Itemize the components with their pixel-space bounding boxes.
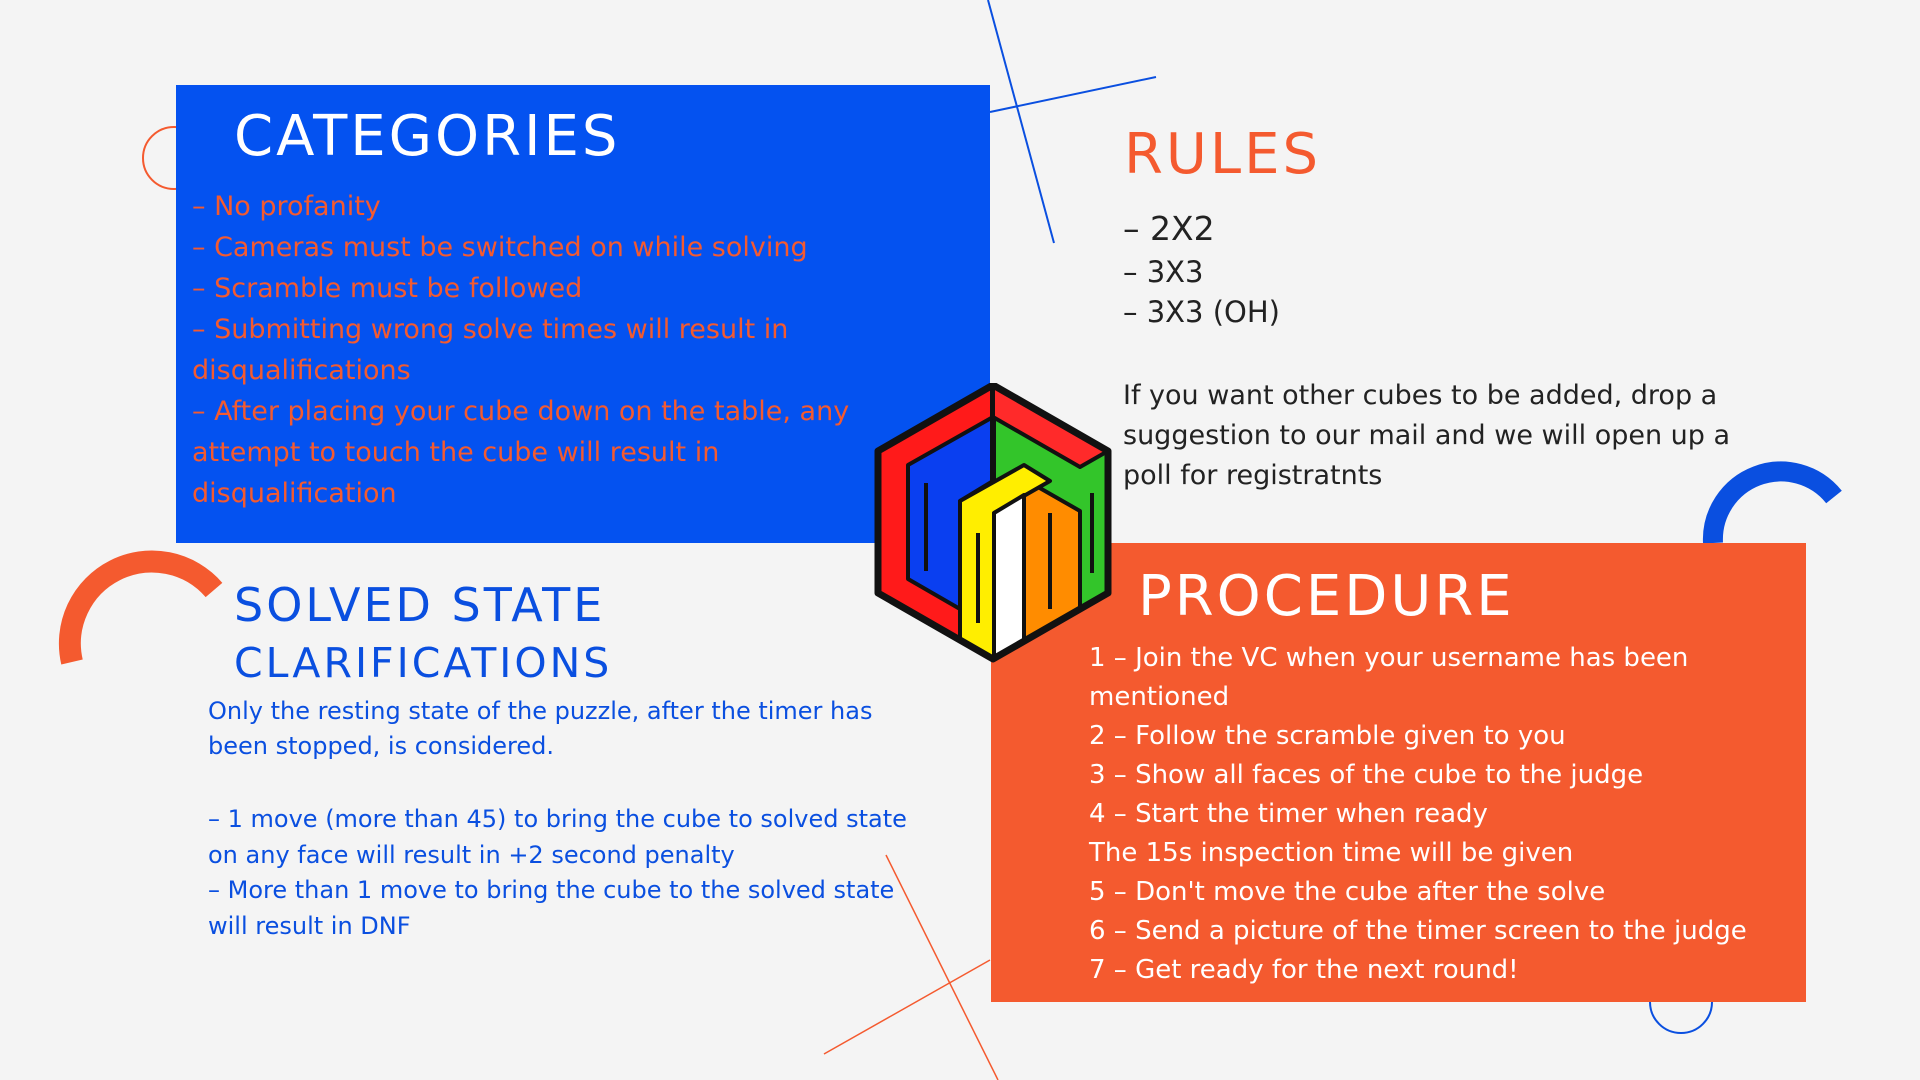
rules-note: If you want other cubes to be added, dro… bbox=[1123, 380, 1731, 491]
procedure-list: 1 – Join the VC when your username has b… bbox=[1089, 639, 1789, 990]
list-item: – 1 move (more than 45) to bring the cub… bbox=[208, 805, 907, 869]
decor-arc-orange bbox=[58, 550, 223, 665]
list-item: – Submitting wrong solve times will resu… bbox=[192, 314, 789, 386]
categories-list: – No profanity – Cameras must be switche… bbox=[192, 186, 912, 514]
decor-line-blue-2 bbox=[989, 76, 1157, 113]
list-item: – No profanity bbox=[192, 191, 381, 222]
procedure-heading: PROCEDURE bbox=[1138, 564, 1515, 629]
rules-heading: RULES bbox=[1124, 122, 1322, 187]
decor-line-orange-2 bbox=[823, 959, 991, 1055]
list-item: – 3X3 (OH) bbox=[1123, 295, 1280, 329]
procedure-panel bbox=[991, 543, 1806, 1002]
solved-list: – 1 move (more than 45) to bring the cub… bbox=[208, 802, 928, 944]
decor-line-orange-1 bbox=[885, 854, 999, 1080]
list-item: – 3X3 bbox=[1123, 255, 1204, 289]
decor-arc-blue bbox=[1702, 461, 1842, 544]
list-item: – 2X2 bbox=[1123, 209, 1215, 248]
list-item: 2 – Follow the scramble given to you bbox=[1089, 721, 1566, 751]
list-item: 5 – Don't move the cube after the solve bbox=[1089, 877, 1606, 907]
solved-heading-line1: SOLVED STATE bbox=[234, 578, 606, 632]
list-item: – Cameras must be switched on while solv… bbox=[192, 232, 808, 263]
cube-logo-icon bbox=[874, 383, 1112, 663]
list-item: – More than 1 move to bring the cube to … bbox=[208, 876, 895, 940]
list-item: – Scramble must be followed bbox=[192, 273, 583, 304]
list-item: 1 – Join the VC when your username has b… bbox=[1089, 643, 1689, 712]
list-item: 4 – Start the timer when ready bbox=[1089, 799, 1488, 829]
list-item: – After placing your cube down on the ta… bbox=[192, 396, 850, 509]
list-item: The 15s inspection time will be given bbox=[1089, 838, 1574, 868]
list-item: 6 – Send a picture of the timer screen t… bbox=[1089, 916, 1747, 946]
decor-line-blue-1 bbox=[987, 0, 1055, 244]
solved-heading-line2: CLARIFICATIONS bbox=[234, 639, 613, 687]
solved-intro: Only the resting state of the puzzle, af… bbox=[208, 697, 873, 760]
categories-panel bbox=[176, 85, 990, 543]
categories-heading: CATEGORIES bbox=[234, 104, 621, 169]
rules-list: – 2X2 – 3X3 – 3X3 (OH) bbox=[1123, 206, 1280, 332]
list-item: 3 – Show all faces of the cube to the ju… bbox=[1089, 760, 1644, 790]
list-item: 7 – Get ready for the next round! bbox=[1089, 955, 1519, 985]
